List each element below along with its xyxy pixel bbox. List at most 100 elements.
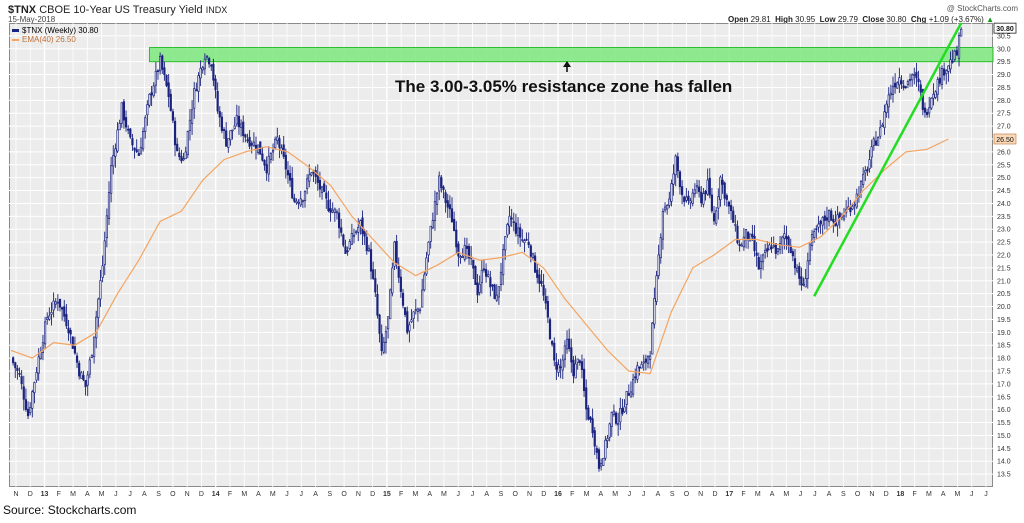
candle-body: [887, 94, 890, 108]
candle-body: [538, 274, 541, 284]
candle-body: [768, 244, 771, 251]
candle-body: [99, 280, 102, 300]
x-tick-label: S: [841, 491, 846, 498]
x-tick-label: S: [156, 491, 161, 498]
x-tick-label: M: [612, 491, 618, 498]
candle-body: [717, 196, 720, 209]
x-tick-label: N: [185, 491, 190, 498]
candle-body: [310, 172, 313, 176]
candle-body: [881, 124, 884, 127]
candle-body: [178, 152, 181, 157]
candle-body: [859, 181, 863, 194]
candle-body: [133, 147, 136, 151]
candle-body: [651, 322, 654, 355]
candle-body: [271, 149, 275, 153]
candle-body: [727, 201, 731, 207]
y-tick-label: 25.5: [997, 162, 1011, 169]
candle-body: [600, 463, 603, 467]
x-tick-label: N: [698, 491, 703, 498]
candle-body: [284, 154, 287, 170]
candle-body: [342, 234, 345, 246]
candle-body: [683, 196, 686, 202]
candle-body: [455, 229, 458, 248]
y-tick-label: 27.0: [997, 124, 1011, 131]
candle-body: [205, 55, 209, 58]
x-tick-label: 17: [725, 491, 733, 498]
x-tick-label: J: [300, 491, 304, 498]
candle-body: [774, 243, 777, 254]
candle-body: [261, 153, 264, 161]
candle-body: [337, 212, 341, 229]
candle-body: [813, 231, 816, 238]
candle-body: [597, 449, 601, 469]
x-tick-label: M: [926, 491, 932, 498]
candle-body: [323, 183, 326, 192]
candle-body: [721, 179, 724, 185]
candle-body: [687, 195, 690, 201]
candle-body: [934, 91, 937, 98]
candle-body: [46, 317, 49, 321]
candle-body: [606, 438, 609, 442]
candle-body: [361, 217, 364, 235]
candle-body: [815, 228, 818, 231]
candle-body: [744, 229, 748, 241]
y-tick-label: 14.5: [997, 446, 1011, 453]
candle-body: [866, 169, 869, 172]
candle-body: [787, 236, 790, 247]
candle-body: [308, 174, 311, 182]
candle-body: [499, 271, 503, 285]
y-tick-label: 24.5: [997, 188, 1011, 195]
candle-body: [210, 64, 213, 67]
candle-body: [578, 360, 581, 363]
candle-body: [67, 327, 70, 334]
candle-body: [318, 179, 322, 190]
candle-body: [595, 448, 598, 453]
close-value: 30.80: [886, 15, 907, 24]
candle-body: [31, 391, 34, 409]
candle-body: [894, 82, 897, 88]
candle-body: [350, 233, 353, 245]
x-tick-label: D: [370, 491, 375, 498]
candle-body: [930, 97, 933, 109]
candle-body: [529, 245, 532, 257]
candle-body: [73, 346, 77, 354]
candle-body: [301, 200, 304, 203]
candle-body: [672, 173, 675, 185]
candle-body: [563, 345, 567, 360]
candle-body: [176, 143, 179, 152]
candle-body: [369, 249, 373, 272]
candle-body: [48, 315, 51, 320]
candle-body: [448, 204, 451, 210]
y-tick-label: 28.0: [997, 98, 1011, 105]
candle-body: [582, 368, 586, 392]
candle-body: [233, 125, 236, 129]
x-tick-label: 14: [212, 491, 220, 498]
annotation-text: The 3.00-3.05% resistance zone has falle…: [395, 77, 733, 96]
y-tick-label: 28.5: [997, 85, 1011, 92]
x-tick-label: 13: [41, 491, 49, 498]
candle-body: [527, 241, 530, 246]
candle-body: [631, 379, 635, 395]
y-tick-label: 18.0: [997, 356, 1011, 363]
candle-body: [623, 406, 626, 413]
candle-body: [316, 174, 319, 183]
candle-body: [497, 286, 500, 298]
candle-body: [655, 275, 658, 302]
candle-body: [39, 351, 42, 360]
candle-body: [425, 257, 428, 275]
resistance-zone: [148, 46, 994, 63]
candle-body: [734, 224, 737, 226]
candle-body: [913, 73, 916, 76]
y-tick-label: 19.5: [997, 317, 1011, 324]
candle-body: [723, 182, 726, 199]
candle-body: [629, 391, 633, 398]
x-tick-label: J: [642, 491, 646, 498]
candle-body: [753, 235, 756, 252]
candle-body: [231, 129, 234, 132]
candle-body: [423, 274, 426, 291]
candle-body: [216, 91, 219, 112]
annotation-arrow-head: [563, 61, 571, 67]
y-tick-label: 22.0: [997, 253, 1011, 260]
candle-body: [802, 283, 805, 286]
candle-body: [161, 55, 164, 70]
